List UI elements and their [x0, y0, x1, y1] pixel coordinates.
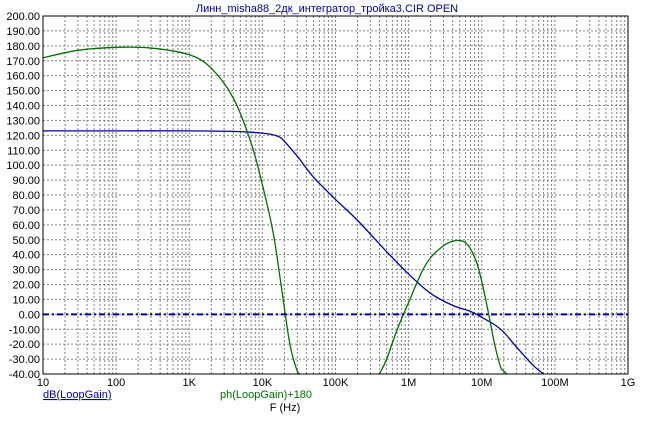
- y-tick-label: 120.00: [6, 130, 40, 142]
- y-tick-label: 0.00: [19, 309, 40, 321]
- series-line-1: [43, 46, 301, 374]
- chart-title: Линн_misha88_2дк_интегратор_тройка3.CIR …: [196, 3, 458, 15]
- y-tick-label: 160.00: [6, 71, 40, 83]
- y-tick-label: 60.00: [12, 220, 40, 232]
- y-tick-label: 20.00: [12, 280, 40, 292]
- series-line-0: [43, 130, 544, 374]
- y-tick-label: -10.00: [9, 324, 40, 336]
- y-tick-label: 180.00: [6, 41, 40, 53]
- y-tick-label: 170.00: [6, 56, 40, 68]
- x-tick-label: 100M: [541, 377, 569, 389]
- y-tick-label: 40.00: [12, 250, 40, 262]
- x-tick-labels: 10 100 1K 10K 100K 1M 10M 100M 1G: [37, 377, 635, 389]
- x-tick-label: 10K: [253, 377, 273, 389]
- legend-dB-loopgain[interactable]: dB(LoopGain): [43, 389, 112, 401]
- x-tick-label: 1M: [401, 377, 416, 389]
- y-tick-label: 70.00: [12, 205, 40, 217]
- y-tick-label: -40.00: [9, 369, 40, 381]
- x-tick-label: 1G: [621, 377, 636, 389]
- y-tick-label: 150.00: [6, 86, 40, 98]
- y-tick-label: 110.00: [7, 145, 40, 157]
- x-tick-label: 10M: [471, 377, 492, 389]
- y-tick-label: 10.00: [12, 294, 40, 306]
- y-tick-label: 80.00: [12, 190, 40, 202]
- grid: [43, 16, 628, 374]
- y-tick-label: -20.00: [9, 339, 40, 351]
- plot-frame: [42, 15, 629, 375]
- y-tick-label: 200.00: [6, 11, 40, 23]
- y-tick-label: -30.00: [9, 354, 40, 366]
- y-tick-label: 30.00: [12, 265, 40, 277]
- series: [43, 46, 628, 374]
- x-axis-title: F (Hz): [270, 402, 301, 414]
- x-tick-label: 10: [37, 377, 49, 389]
- y-tick-labels: 200.00 190.00 180.00 170.00 160.00 150.00 140.…: [6, 11, 40, 381]
- legend-phase-loopgain[interactable]: ph(LoopGain)+180: [220, 389, 312, 401]
- x-tick-label: 100: [107, 377, 125, 389]
- y-tick-label: 140.00: [6, 101, 40, 113]
- x-tick-label: 1K: [183, 377, 197, 389]
- y-tick-label: 130.00: [6, 115, 40, 127]
- series-line-2: [378, 239, 508, 374]
- y-tick-label: 50.00: [12, 235, 40, 247]
- y-tick-label: 100.00: [6, 160, 40, 172]
- y-tick-label: 190.00: [6, 26, 40, 38]
- y-tick-label: 90.00: [12, 175, 40, 187]
- x-tick-label: 100K: [323, 377, 349, 389]
